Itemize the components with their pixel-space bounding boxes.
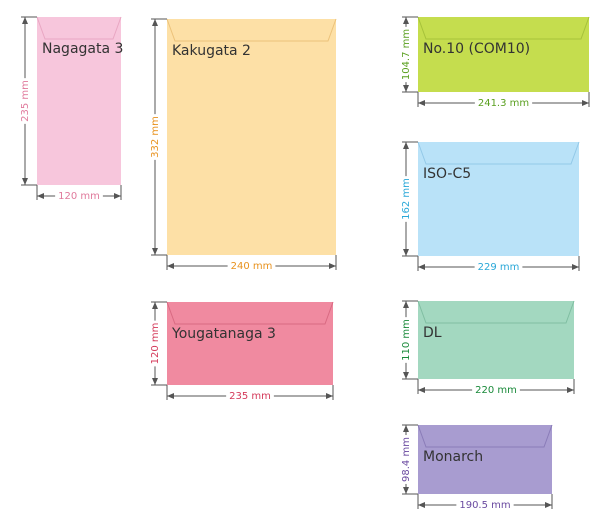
- envelope: Monarch: [417, 424, 553, 494]
- envelope-flap: [417, 424, 553, 448]
- envelope-body: [418, 142, 579, 256]
- envelope-flap: [417, 16, 590, 40]
- arrowhead: [418, 387, 425, 393]
- arrowhead: [167, 263, 174, 269]
- envelope-flap: [166, 301, 334, 325]
- envelope-name: DL: [423, 325, 442, 341]
- envelope-body: [167, 19, 336, 255]
- arrowhead: [403, 487, 409, 494]
- arrowhead: [152, 302, 158, 309]
- label-bg: [456, 499, 514, 511]
- envelope-body: [167, 302, 333, 385]
- envelope: ISO-C5: [417, 141, 580, 256]
- label-bg: [474, 97, 533, 109]
- arrowhead: [418, 100, 425, 106]
- label-bg: [149, 320, 161, 367]
- width-label: 190.5 mm: [459, 500, 510, 511]
- envelope-name: Kakugata 2: [172, 43, 251, 59]
- arrowhead: [582, 100, 589, 106]
- height-label: 120 mm: [150, 323, 161, 365]
- envelope-flap: [417, 300, 575, 324]
- envelope-flap: [417, 141, 580, 165]
- width-label: 220 mm: [475, 385, 517, 396]
- arrowhead: [152, 378, 158, 385]
- envelope: Nagagata 3: [36, 16, 123, 185]
- label-bg: [400, 435, 412, 484]
- label-bg: [472, 384, 520, 396]
- width-label: 240 mm: [231, 261, 273, 272]
- envelope-body: [418, 17, 589, 92]
- envelope-name: No.10 (COM10): [423, 41, 530, 57]
- arrowhead: [152, 248, 158, 255]
- arrowhead: [403, 425, 409, 432]
- envelope-name: Nagagata 3: [42, 41, 123, 57]
- arrowhead: [403, 85, 409, 92]
- envelope: No.10 (COM10): [417, 16, 590, 92]
- arrowhead: [114, 193, 121, 199]
- envelope-flap: [36, 16, 122, 40]
- envelope: DL: [417, 300, 575, 379]
- arrowhead: [403, 372, 409, 379]
- arrowhead: [152, 19, 158, 26]
- arrowhead: [403, 301, 409, 308]
- height-label: 162 mm: [401, 178, 412, 220]
- arrowhead: [37, 193, 44, 199]
- envelope-name: ISO-C5: [423, 166, 471, 182]
- envelope: Yougatanaga 3: [166, 301, 334, 385]
- label-bg: [400, 26, 412, 83]
- height-label: 104.7 mm: [401, 29, 412, 80]
- label-bg: [474, 261, 523, 273]
- arrowhead: [403, 17, 409, 24]
- envelope-body: [418, 425, 552, 494]
- height-label: 332 mm: [150, 116, 161, 158]
- label-bg: [55, 190, 103, 202]
- arrowhead: [403, 249, 409, 256]
- arrowhead: [418, 502, 425, 508]
- envelope-body: [37, 17, 121, 185]
- arrowhead: [326, 393, 333, 399]
- width-label: 229 mm: [478, 262, 520, 273]
- label-bg: [400, 317, 412, 363]
- envelope-body: [418, 301, 574, 379]
- arrowhead: [567, 387, 574, 393]
- width-label: 241.3 mm: [478, 98, 529, 109]
- arrowhead: [329, 263, 336, 269]
- arrowhead: [545, 502, 552, 508]
- height-label: 98.4 mm: [401, 437, 412, 482]
- arrowhead: [22, 17, 28, 24]
- arrowhead: [403, 142, 409, 149]
- width-label: 120 mm: [58, 191, 100, 202]
- arrowhead: [167, 393, 174, 399]
- envelope-flap: [166, 18, 337, 42]
- envelope: Kakugata 2: [166, 18, 337, 255]
- envelope-name: Monarch: [423, 449, 483, 465]
- height-label: 110 mm: [401, 319, 412, 361]
- envelope-name: Yougatanaga 3: [171, 326, 276, 342]
- arrowhead: [22, 178, 28, 185]
- label-bg: [19, 78, 31, 124]
- label-bg: [149, 114, 161, 160]
- arrowhead: [572, 264, 579, 270]
- height-label: 235 mm: [20, 80, 31, 122]
- label-bg: [400, 176, 412, 222]
- label-bg: [226, 390, 274, 402]
- arrowhead: [418, 264, 425, 270]
- width-label: 235 mm: [229, 391, 271, 402]
- label-bg: [227, 260, 276, 272]
